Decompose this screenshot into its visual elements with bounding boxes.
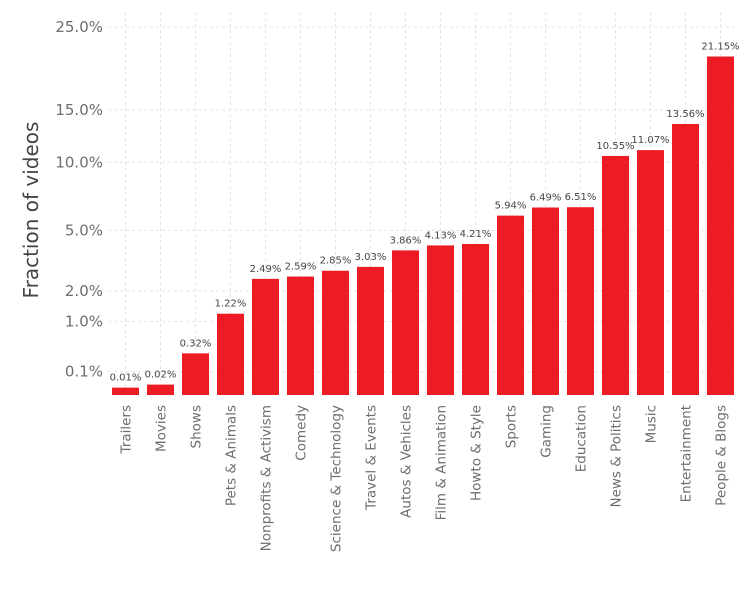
x-tick-label: Nonprofits & Activism <box>259 405 275 551</box>
bar-data-label: 2.85% <box>320 256 352 267</box>
bar <box>112 387 139 395</box>
bar <box>217 313 244 395</box>
data-labels: 0.01% 0.02% 0.32% 1.22% 2.49% 2.59%2.85% 3.03%… <box>110 42 740 384</box>
y-tick-label: 25.0% <box>55 18 103 36</box>
x-tick-label: Movies <box>154 405 170 452</box>
bar <box>252 278 279 395</box>
bar-data-label: 1.22% <box>215 299 247 310</box>
bar-data-label: 0.02% <box>145 370 177 381</box>
bar-data-label: 10.55% <box>596 141 634 152</box>
bar-data-label: 3.86% <box>390 235 422 246</box>
y-tick-label: 1.0% <box>65 312 103 330</box>
bar <box>147 384 174 395</box>
bar-data-label: 2.59% <box>285 262 317 273</box>
x-tick-label: Autos & Vehicles <box>399 405 415 518</box>
bar <box>357 266 384 395</box>
x-tick-label: People & Blogs <box>714 405 730 506</box>
bar-data-label: 11.07% <box>631 135 669 146</box>
bar-data-label: 21.15% <box>701 42 739 53</box>
x-tick-label: Sports <box>504 405 520 448</box>
bar <box>707 56 734 395</box>
bar-data-label: 4.21% <box>460 229 492 240</box>
x-tick-label: Film & Animation <box>434 405 450 520</box>
bar <box>392 250 419 395</box>
x-tick-label: Travel & Events <box>364 405 380 511</box>
bar <box>497 215 524 395</box>
y-tick-label: 10.0% <box>55 153 103 171</box>
x-tick-label: Shows <box>189 405 205 448</box>
y-tick-label: 2.0% <box>65 282 103 300</box>
y-axis-ticks: 0.1% 1.0% 2.0% 5.0% 10.0% 15.0% 25.0% <box>55 18 103 381</box>
bar-data-label: 6.51% <box>565 192 597 203</box>
x-tick-label: Education <box>574 405 590 472</box>
bar <box>672 123 699 395</box>
bar-data-label: 2.49% <box>250 264 282 275</box>
bar <box>462 243 489 395</box>
bars <box>112 56 734 395</box>
bar-data-label: 4.13% <box>425 230 457 241</box>
x-tick-label: Science & Technology <box>329 405 345 552</box>
bar-data-label: 13.56% <box>666 109 704 120</box>
bar <box>182 353 209 395</box>
y-axis-title: Fraction of videos <box>19 122 43 299</box>
x-tick-label: Pets & Animals <box>224 405 240 506</box>
y-tick-label: 5.0% <box>65 221 103 239</box>
bar <box>532 207 559 395</box>
x-tick-label: Gaming <box>539 405 555 458</box>
x-tick-label: Trailers <box>119 405 135 454</box>
x-axis-ticks: Trailers Movies Shows Pets & Animals Nonprof… <box>119 405 730 552</box>
x-tick-label: Howto & Style <box>469 405 485 501</box>
x-tick-label: Entertainment <box>679 405 695 502</box>
bar <box>602 155 629 395</box>
x-tick-label: Music <box>644 405 660 443</box>
bar-data-label: 6.49% <box>530 193 562 204</box>
x-tick-label: News & Politics <box>609 405 625 508</box>
bar <box>637 150 664 395</box>
bar <box>427 245 454 395</box>
bar <box>287 276 314 395</box>
x-tick-label: Comedy <box>294 405 310 461</box>
bar-data-label: 0.32% <box>180 338 212 349</box>
bar-data-label: 0.01% <box>110 373 142 384</box>
bar-data-label: 5.94% <box>495 201 527 212</box>
bar-data-label: 3.03% <box>355 252 387 263</box>
bar <box>322 270 349 395</box>
y-tick-label: 15.0% <box>55 101 103 119</box>
bar <box>567 207 594 395</box>
y-tick-label: 0.1% <box>65 363 103 381</box>
